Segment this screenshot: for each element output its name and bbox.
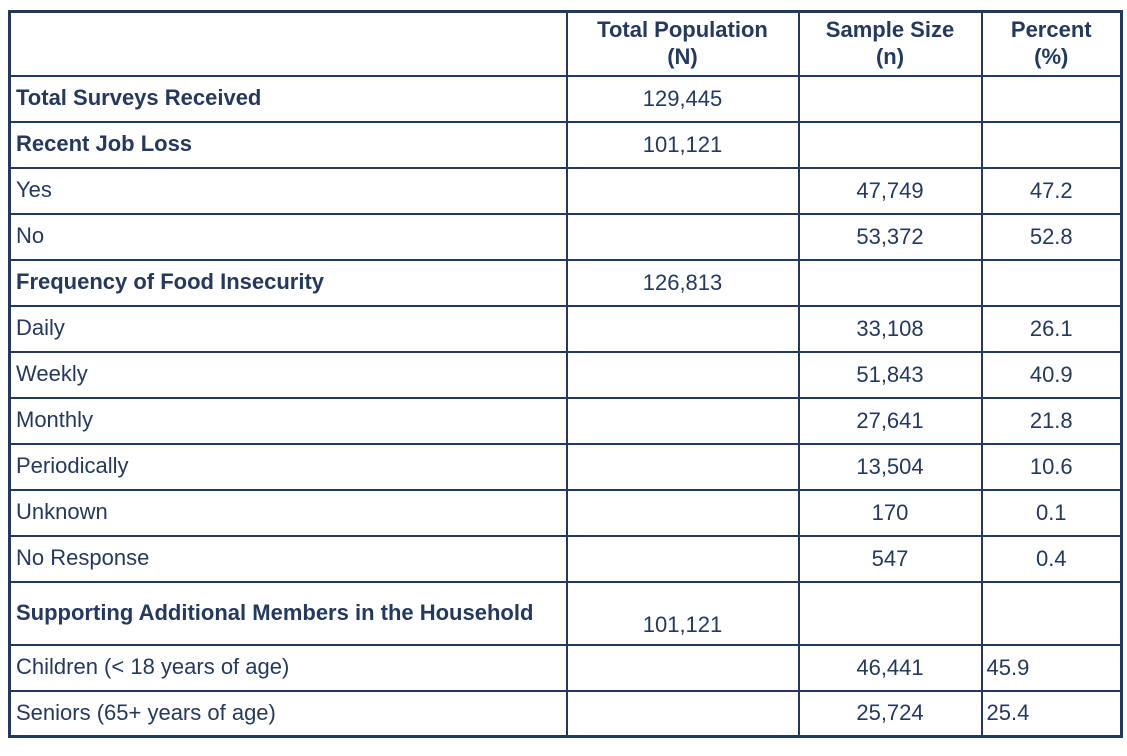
sample-size-cell	[797, 120, 983, 169]
row-label: Yes	[16, 177, 52, 203]
table-row: Periodically 13,504 10.6	[8, 442, 1123, 491]
row-label-cell: Seniors (65+ years of age)	[8, 689, 568, 738]
row-label: Recent Job Loss	[16, 131, 193, 157]
row-label: Seniors (65+ years of age)	[16, 699, 276, 725]
row-label-cell: Daily	[8, 304, 568, 353]
table-row: Supporting Additional Members in the Hou…	[8, 580, 1123, 646]
table-row: Children (< 18 years of age) 46,441 45.9	[8, 643, 1123, 692]
row-label-cell: Frequency of Food Insecurity	[8, 258, 568, 307]
row-label: Weekly	[16, 361, 88, 387]
total-population-cell: 129,445	[565, 74, 800, 123]
table-row: Weekly 51,843 40.9	[8, 350, 1123, 399]
row-label-cell: Periodically	[8, 442, 568, 491]
total-population-cell	[565, 350, 800, 399]
percent-cell: 52.8	[980, 212, 1123, 261]
row-label: Frequency of Food Insecurity	[16, 269, 325, 295]
table-body: Total Surveys Received 129,445 Recent Job …	[8, 74, 1123, 738]
total-population-cell: 101,121	[565, 120, 800, 169]
total-population-cell	[565, 396, 800, 445]
row-label: Supporting Additional Members in the Hou…	[16, 599, 534, 625]
percent-cell: 0.1	[980, 488, 1123, 537]
row-label-cell: Children (< 18 years of age)	[8, 643, 568, 692]
header-row: Total Population (N) Sample Size (n) Per…	[8, 10, 1123, 77]
percent-cell	[980, 74, 1123, 123]
header-percent-line2: (%)	[1034, 43, 1069, 69]
sample-size-cell: 170	[797, 488, 983, 537]
sample-size-cell: 46,441	[797, 643, 983, 692]
total-population-cell	[565, 212, 800, 261]
table-row: No 53,372 52.8	[8, 212, 1123, 261]
table-row: Recent Job Loss 101,121	[8, 120, 1123, 169]
percent-cell	[980, 580, 1123, 646]
table-row: No Response 547 0.4	[8, 534, 1123, 583]
row-label-cell: No Response	[8, 534, 568, 583]
table-row: Seniors (65+ years of age) 25,724 25.4	[8, 689, 1123, 738]
header-sample-size: Sample Size (n)	[797, 10, 983, 77]
row-label-cell: Recent Job Loss	[8, 120, 568, 169]
header-empty-cell	[8, 10, 568, 77]
sample-size-cell: 13,504	[797, 442, 983, 491]
percent-cell: 21.8	[980, 396, 1123, 445]
total-population-cell: 126,813	[565, 258, 800, 307]
row-label-cell: Monthly	[8, 396, 568, 445]
row-label: No Response	[16, 545, 150, 571]
percent-cell: 45.9	[980, 643, 1123, 692]
sample-size-cell: 47,749	[797, 166, 983, 215]
row-label: Periodically	[16, 453, 129, 479]
total-population-cell	[565, 689, 800, 738]
header-total-population: Total Population (N)	[565, 10, 800, 77]
header-percent-line1: Percent	[1010, 16, 1092, 42]
percent-cell: 25.4	[980, 689, 1123, 738]
sample-size-cell: 53,372	[797, 212, 983, 261]
table-row: Total Surveys Received 129,445	[8, 74, 1123, 123]
header-percent: Percent (%)	[980, 10, 1123, 77]
percent-cell: 26.1	[980, 304, 1123, 353]
sample-size-cell: 51,843	[797, 350, 983, 399]
sample-size-cell	[797, 258, 983, 307]
table-row: Daily 33,108 26.1	[8, 304, 1123, 353]
percent-cell: 40.9	[980, 350, 1123, 399]
row-label-cell: No	[8, 212, 568, 261]
table-row: Frequency of Food Insecurity 126,813	[8, 258, 1123, 307]
sample-size-cell	[797, 74, 983, 123]
total-population-cell	[565, 534, 800, 583]
sample-size-cell: 25,724	[797, 689, 983, 738]
total-population-cell	[565, 488, 800, 537]
sample-size-cell	[797, 580, 983, 646]
percent-cell	[980, 258, 1123, 307]
percent-cell: 10.6	[980, 442, 1123, 491]
header-total-population-line1: Total Population	[597, 16, 768, 42]
row-label: Children (< 18 years of age)	[16, 654, 290, 680]
header-total-population-line2: (N)	[667, 43, 698, 69]
total-population-cell	[565, 643, 800, 692]
table-row: Unknown 170 0.1	[8, 488, 1123, 537]
row-label-cell: Unknown	[8, 488, 568, 537]
sample-size-cell: 33,108	[797, 304, 983, 353]
total-population-cell	[565, 166, 800, 215]
row-label-cell: Yes	[8, 166, 568, 215]
row-label: Monthly	[16, 407, 94, 433]
percent-cell: 0.4	[980, 534, 1123, 583]
header-sample-size-line1: Sample Size	[825, 16, 955, 42]
percent-cell	[980, 120, 1123, 169]
row-label: Unknown	[16, 499, 108, 525]
row-label-cell: Total Surveys Received	[8, 74, 568, 123]
table-row: Yes 47,749 47.2	[8, 166, 1123, 215]
sample-size-cell: 547	[797, 534, 983, 583]
sample-size-cell: 27,641	[797, 396, 983, 445]
row-label: No	[16, 223, 45, 249]
row-label: Total Surveys Received	[16, 85, 262, 111]
row-label-cell: Weekly	[8, 350, 568, 399]
survey-statistics-table: Total Population (N) Sample Size (n) Per…	[8, 10, 1123, 738]
row-label-cell: Supporting Additional Members in the Hou…	[8, 580, 568, 646]
percent-cell: 47.2	[980, 166, 1123, 215]
header-sample-size-line2: (n)	[875, 43, 905, 69]
total-population-cell: 101,121	[565, 580, 800, 646]
total-population-cell	[565, 442, 800, 491]
total-population-cell	[565, 304, 800, 353]
row-label: Daily	[16, 315, 65, 341]
table-row: Monthly 27,641 21.8	[8, 396, 1123, 445]
